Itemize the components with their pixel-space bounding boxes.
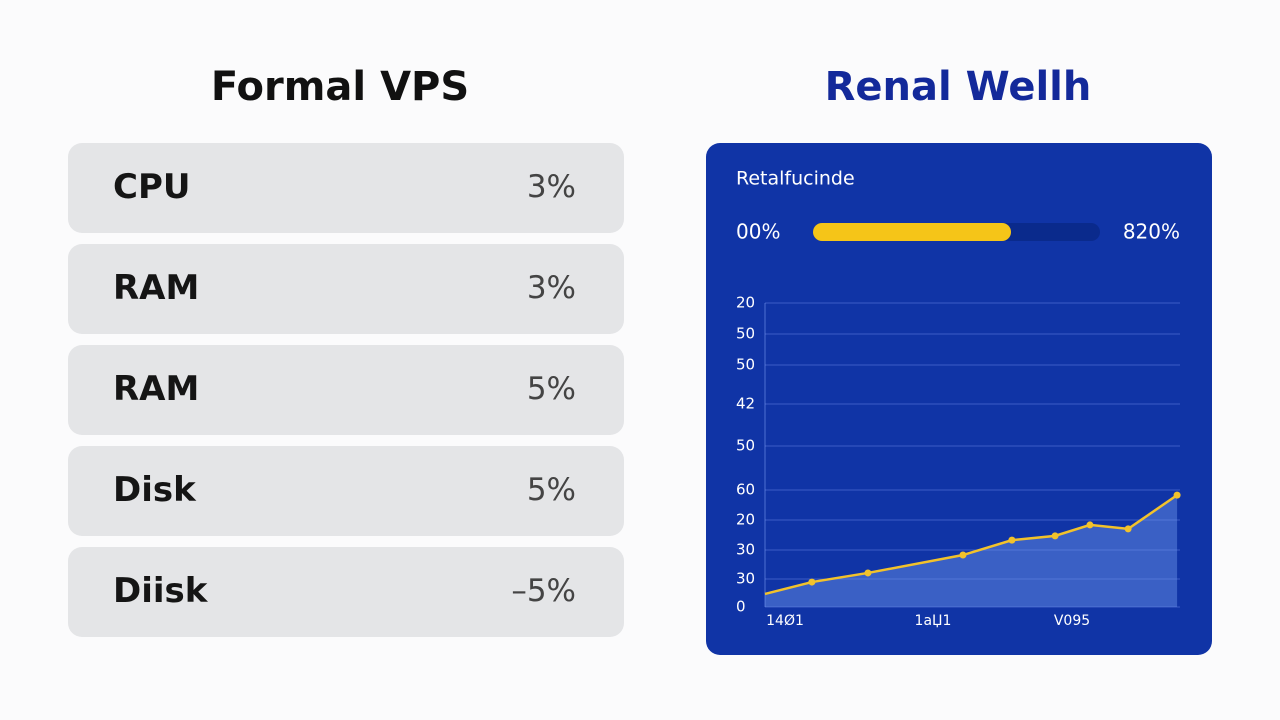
point	[808, 578, 816, 586]
metric-label: Disk	[113, 470, 196, 510]
y-tick-label: 30	[736, 541, 755, 559]
card-label: Retalfucinde	[736, 168, 855, 190]
metric-value: –5%	[511, 573, 576, 609]
panel-title: Renal Wellh	[824, 64, 1092, 110]
y-tick-label: 50	[736, 356, 755, 374]
metric-row: RAM 5%	[68, 345, 624, 435]
point	[864, 569, 872, 577]
y-tick-label: 50	[736, 437, 755, 455]
metric-value: 5%	[526, 371, 576, 407]
x-tick-label: 14Ø1	[766, 613, 804, 629]
metric-value: 3%	[526, 270, 576, 306]
point	[1051, 532, 1059, 540]
metric-label: RAM	[113, 369, 200, 409]
point	[1008, 536, 1016, 544]
y-tick-label: 42	[736, 395, 755, 413]
progress-min-label: 00%	[736, 220, 780, 244]
point	[1173, 491, 1181, 499]
metric-value: 3%	[526, 169, 576, 205]
x-tick-label: V095	[1054, 613, 1090, 629]
x-tick-label: 1aЏ1	[915, 613, 952, 629]
point	[1124, 525, 1132, 533]
progress-fill	[813, 223, 1012, 241]
y-tick-label: 60	[736, 481, 755, 499]
metric-label: Diisk	[113, 571, 208, 611]
chart: Retalfucinde 00% 820% 20 50 50 42 50 60 20 30 30…	[736, 168, 1181, 629]
y-tick-label: 0	[736, 598, 746, 616]
chart-card: Retalfucinde 00% 820% 20 50 50 42 50 60 20 30 30…	[706, 143, 1212, 655]
y-tick-label: 50	[736, 325, 755, 343]
metric-value: 5%	[526, 472, 576, 508]
metric-row: Disk 5%	[68, 446, 624, 536]
point	[1086, 521, 1094, 529]
area	[765, 495, 1178, 607]
metric-label: RAM	[113, 268, 200, 308]
point	[959, 551, 967, 559]
panel-title: Formal VPS	[210, 64, 470, 110]
y-tick-label: 20	[736, 511, 755, 529]
y-tick-label: 20	[736, 294, 755, 312]
metric-label: CPU	[113, 167, 191, 207]
y-tick-label: 30	[736, 570, 755, 588]
metric-row: RAM 3%	[68, 244, 624, 334]
metric-row: CPU 3%	[68, 143, 624, 233]
metric-row: Diisk –5%	[68, 547, 624, 637]
progress-max-label: 820%	[1123, 220, 1180, 244]
